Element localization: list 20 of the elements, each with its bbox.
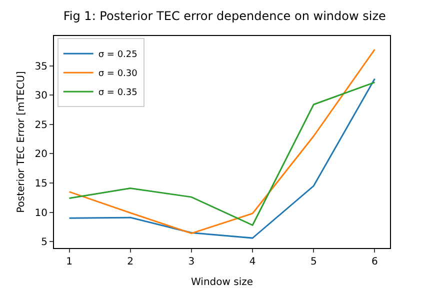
y-axis-title: Posterior TEC Error [mTECU] (16, 71, 27, 213)
line-series (68, 48, 376, 234)
y-tick-label: 30 (34, 90, 48, 102)
y-tick-label: 20 (34, 149, 48, 160)
y-tick-label: 25 (34, 120, 48, 131)
x-tick-label: 4 (249, 256, 256, 268)
x-axis-title: Window size (191, 277, 253, 288)
chart-title: Fig 1: Posterior TEC error dependence on window size (63, 8, 386, 23)
x-tick-label: 2 (127, 256, 134, 268)
y-tick-label: 15 (34, 178, 48, 190)
x-tick-label: 1 (66, 256, 72, 268)
y-tick-label: 35 (34, 61, 48, 72)
x-tick-label: 3 (188, 256, 195, 268)
legend-label: σ = 0.30 (98, 69, 138, 80)
legend-label: σ = 0.25 (98, 50, 138, 60)
y-tick-label: 5 (41, 237, 48, 248)
x-tick-label: 5 (310, 256, 317, 268)
x-tick-label: 6 (372, 256, 378, 268)
legend-label: σ = 0.35 (98, 88, 138, 98)
y-tick-label: 10 (34, 208, 48, 219)
